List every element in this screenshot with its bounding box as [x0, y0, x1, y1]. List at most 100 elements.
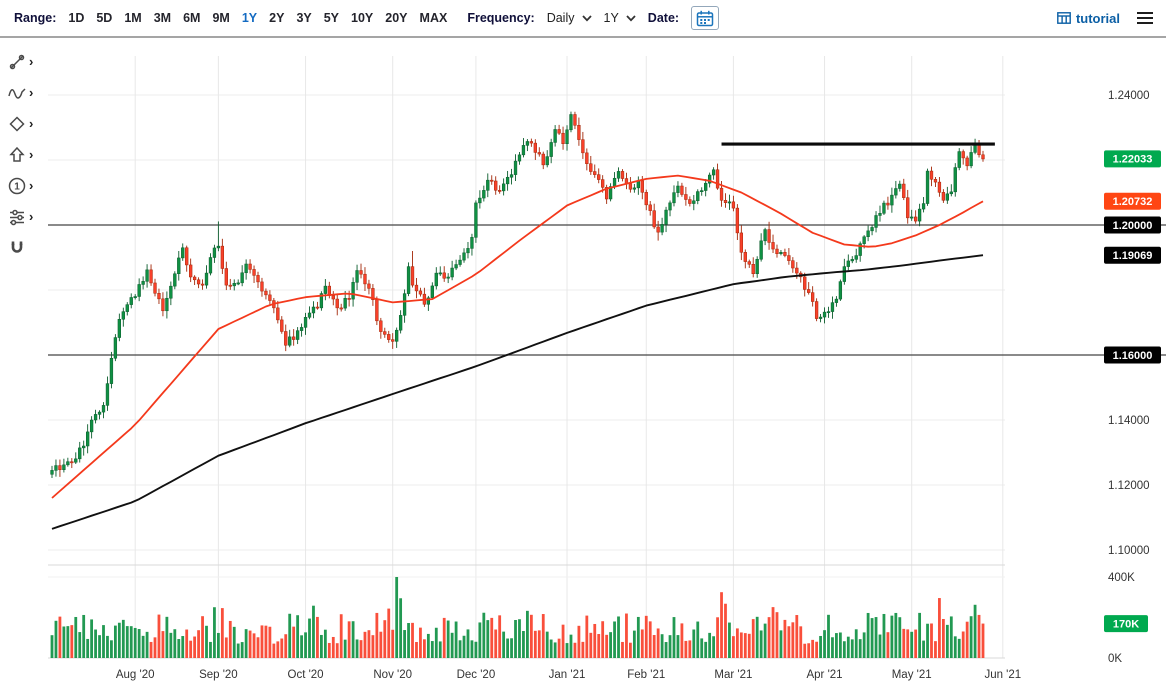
volume-bar	[502, 631, 506, 658]
candle	[101, 405, 106, 413]
volume-bar	[54, 620, 58, 658]
candle	[185, 247, 189, 266]
chevron-right-icon[interactable]: ›	[29, 85, 34, 100]
volume-bar	[878, 634, 882, 658]
volume-bar	[157, 614, 161, 658]
compare-settings-tool[interactable]: ›	[7, 205, 48, 228]
volume-bar	[430, 641, 434, 658]
volume-bar	[953, 636, 957, 658]
measure-tool[interactable]: ›	[7, 50, 48, 73]
candle	[359, 270, 363, 275]
range-option-1D[interactable]: 1D	[68, 11, 85, 25]
volume-bar	[811, 639, 815, 658]
candle	[541, 153, 545, 166]
volume-bar	[941, 618, 945, 658]
calendar-icon	[696, 10, 714, 26]
x-axis-label: Jan '21	[549, 669, 586, 681]
period-select[interactable]: 1Y	[604, 11, 636, 25]
volume-bar	[747, 633, 751, 658]
candle	[501, 183, 506, 192]
candle	[953, 167, 957, 193]
volume-bar	[518, 619, 521, 658]
chart-canvas[interactable]: 1.24000 1.14000 1.12000 1.10000 1.22033 1.207…	[48, 38, 1166, 698]
volume-bar	[549, 639, 553, 658]
x-axis-label: Nov '20	[373, 669, 412, 681]
volume-bar	[561, 624, 565, 658]
candle	[601, 179, 605, 188]
range-option-3M[interactable]: 3M	[153, 11, 172, 25]
range-option-MAX[interactable]: MAX	[419, 11, 448, 25]
volume-bar	[977, 614, 981, 658]
range-option-6M[interactable]: 6M	[183, 11, 201, 25]
chevron-right-icon[interactable]: ›	[29, 54, 34, 69]
chevron-right-icon[interactable]: ›	[29, 209, 34, 224]
candle	[557, 129, 561, 134]
range-option-5D[interactable]: 5D	[96, 11, 113, 25]
chevron-right-icon[interactable]: ›	[29, 178, 34, 193]
range-option-1Y[interactable]: 1Y	[241, 11, 258, 25]
candle	[577, 125, 581, 140]
price-badge-horizontal-level	[1104, 346, 1161, 364]
range-option-2Y[interactable]: 2Y	[269, 11, 285, 25]
candle	[66, 461, 70, 466]
volume-bar	[292, 626, 296, 658]
price-badge-label: 1.19069	[1113, 250, 1153, 262]
volume-bar	[205, 625, 208, 658]
candle	[822, 311, 827, 318]
volume-bar	[803, 643, 807, 658]
frequency-select[interactable]: Daily	[547, 11, 592, 25]
candle	[509, 174, 514, 178]
volume-bar	[323, 629, 327, 658]
candle	[351, 282, 355, 300]
range-option-1M[interactable]: 1M	[124, 11, 142, 25]
chevron-right-icon[interactable]: ›	[29, 116, 34, 131]
tutorial-link[interactable]: tutorial	[1057, 11, 1120, 26]
candle	[129, 297, 133, 305]
volume-bar	[355, 639, 359, 658]
volume-bar	[117, 622, 121, 658]
chevron-right-icon[interactable]: ›	[29, 147, 34, 162]
volume-bar	[343, 639, 347, 658]
candle	[486, 179, 490, 191]
candle	[874, 215, 878, 228]
range-option-5Y[interactable]: 5Y	[323, 11, 340, 25]
indicators-tool[interactable]: ›	[7, 81, 48, 104]
candle	[109, 358, 114, 384]
volume-axis-tick: 400K	[1108, 572, 1135, 584]
volume-bar	[110, 640, 113, 658]
volume-bar	[78, 632, 82, 658]
range-option-10Y[interactable]: 10Y	[351, 11, 374, 25]
volume-bar	[981, 623, 985, 658]
volume-bar	[823, 630, 826, 658]
volume-bar	[173, 629, 177, 658]
volume-bar	[720, 592, 723, 658]
date-picker-button[interactable]	[691, 6, 720, 30]
volume-bar	[498, 615, 502, 658]
candle	[783, 252, 787, 256]
range-option-3Y[interactable]: 3Y	[296, 11, 312, 25]
candle	[731, 201, 736, 209]
candle	[917, 208, 922, 222]
range-option-20Y[interactable]: 20Y	[385, 11, 408, 25]
menu-icon[interactable]	[1136, 11, 1154, 25]
candle	[882, 202, 886, 214]
volume-bar	[831, 637, 834, 658]
candle	[232, 283, 236, 287]
shapes-tool[interactable]: ›	[7, 112, 48, 135]
arrow-annotation-tool[interactable]: ›	[7, 143, 48, 166]
magnet-tool[interactable]	[7, 236, 48, 259]
range-option-9M[interactable]: 9M	[212, 11, 230, 25]
numbered-annotation-tool[interactable]: 1 ›	[7, 174, 48, 197]
candle	[735, 207, 740, 234]
volume-bar	[415, 641, 418, 658]
candle	[402, 293, 407, 316]
candle	[387, 334, 391, 340]
candle	[157, 293, 161, 300]
volume-bar	[98, 635, 101, 658]
volume-bar	[739, 632, 743, 658]
volume-bar	[763, 623, 767, 658]
volume-bar	[284, 634, 288, 658]
volume-bar	[478, 622, 482, 658]
candle	[842, 266, 846, 282]
volume-bar	[506, 638, 509, 658]
